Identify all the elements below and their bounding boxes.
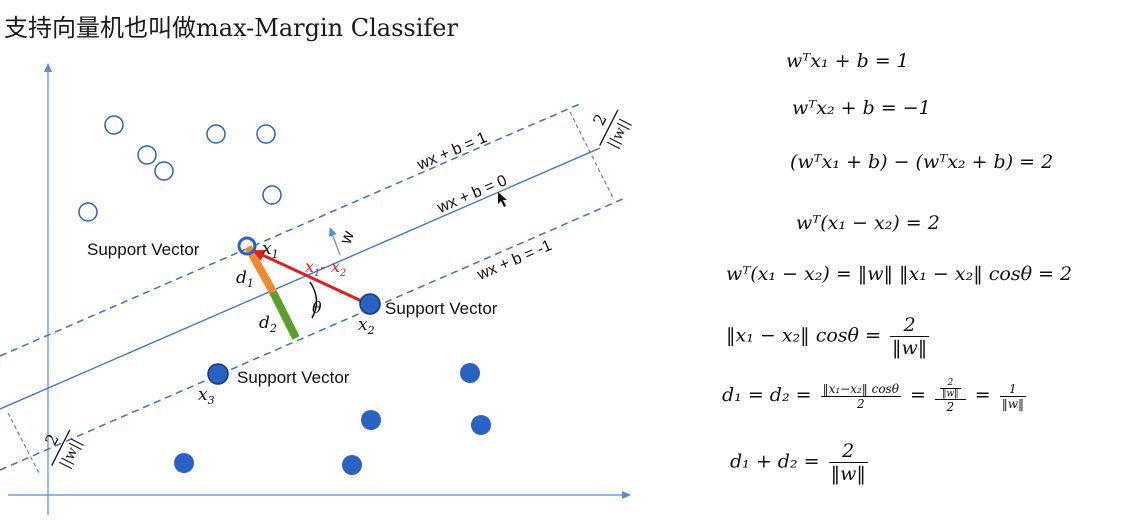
margin-num: 2 — [41, 431, 63, 449]
margin-label-left: 2 ||w|| — [41, 429, 85, 471]
w-normal-vector — [329, 227, 341, 256]
margin-line-upper — [0, 102, 583, 357]
support-vector-label-x1: Support Vector — [87, 240, 200, 259]
equation-7-f1-den: 2 — [820, 395, 901, 411]
positive-point — [154, 161, 174, 181]
equation-7-f3-num: 1 — [1009, 381, 1017, 396]
svm-diagram: wx + b = 1 wx + b = 0 wx + b = -1 w 2 ||… — [0, 63, 633, 515]
negative-point — [361, 410, 381, 430]
margin-indicator-right — [569, 111, 614, 199]
d2-segment — [269, 290, 300, 340]
equation-7: d₁ = d₂ = ‖x₁−x₂‖ cosθ 2 = 2 ‖w‖ 2 = 1 ‖… — [722, 378, 1026, 414]
margin-fraction-bar — [599, 109, 619, 146]
positive-point — [262, 185, 282, 205]
margin-indicator-left — [7, 412, 41, 476]
equation-6-left: ‖x₁ − x₂‖ cosθ = — [726, 324, 881, 347]
label-w: w — [336, 228, 359, 248]
positive-point — [78, 202, 98, 222]
equation-8-num: 2 — [842, 440, 855, 462]
equation-1: wᵀx₁ + b = 1 — [786, 50, 909, 72]
equation-8-den: ‖w‖ — [828, 462, 868, 485]
negative-point — [174, 453, 194, 473]
support-vector-label-x2: Support Vector — [385, 299, 498, 318]
label-d1: d1 — [236, 268, 254, 290]
label-upper-line: wx + b = 1 — [414, 129, 490, 174]
difference-vector — [252, 249, 369, 306]
equation-8-fraction: 2 ‖w‖ — [828, 440, 868, 485]
support-vector-x2 — [359, 293, 381, 315]
equation-7-f2-num: 2 ‖w‖ — [935, 378, 966, 399]
label-x1: x1 — [262, 239, 279, 261]
negative-point — [460, 363, 480, 383]
d1-segment — [244, 245, 277, 294]
positive-point — [137, 145, 157, 165]
equation-8-left: d₁ + d₂ = — [730, 450, 820, 473]
equation-5: wᵀ(x₁ − x₂) = ‖w‖ ‖x₁ − x₂‖ cosθ = 2 — [726, 263, 1073, 285]
equation-7-fraction-3: 1 ‖w‖ — [999, 381, 1026, 411]
label-x2: x2 — [358, 315, 375, 337]
label-lower-line: wx + b = -1 — [474, 237, 555, 284]
equation-6: ‖x₁ − x₂‖ cosθ = 2 ‖w‖ — [726, 314, 932, 359]
equation-8: d₁ + d₂ = 2 ‖w‖ — [730, 440, 871, 485]
cursor-icon — [498, 192, 507, 207]
negative-point — [471, 415, 491, 435]
label-diff: x1- x2 — [305, 257, 346, 279]
support-vector-label-x3: Support Vector — [237, 368, 350, 387]
margin-line-lower — [0, 197, 626, 471]
equation-7-f2-num-den: ‖w‖ — [939, 388, 961, 399]
page-title: 支持向量机也叫做max-Margin Classifer — [4, 14, 458, 42]
equation-7-f3-den: ‖w‖ — [999, 395, 1026, 411]
equation-4: wᵀ(x₁ − x₂) = 2 — [796, 212, 940, 234]
margin-fraction-bar — [51, 429, 71, 466]
equation-7-f2-den: 2 — [934, 399, 966, 414]
equation-7-fraction-1: ‖x₁−x₂‖ cosθ 2 — [820, 381, 901, 411]
equation-7-f1-num: ‖x₁−x₂‖ cosθ — [822, 381, 899, 396]
support-vector-x1 — [237, 236, 257, 256]
equation-7-f2-inner: 2 ‖w‖ — [939, 378, 961, 399]
equation-6-den: ‖w‖ — [889, 336, 930, 359]
theta-arc — [309, 281, 318, 319]
support-vector-x3 — [207, 363, 229, 385]
positive-samples — [78, 115, 282, 256]
equation-2: wᵀx₂ + b = −1 — [792, 97, 931, 119]
margin-label-right: 2 ||w|| — [589, 109, 633, 151]
equation-3: (wᵀx₁ + b) − (wᵀx₂ + b) = 2 — [790, 151, 1054, 173]
negative-point — [342, 455, 362, 475]
positive-point — [104, 115, 124, 135]
positive-point — [206, 124, 226, 144]
positive-point — [256, 124, 276, 144]
equation-6-num: 2 — [903, 314, 916, 336]
equation-7-fraction-2: 2 ‖w‖ 2 — [934, 378, 966, 414]
label-x3: x3 — [198, 385, 215, 407]
decision-boundary — [0, 147, 601, 410]
negative-samples — [174, 293, 491, 475]
equation-7-left: d₁ = d₂ = — [722, 384, 812, 406]
equation-7-f2-num-num: 2 — [947, 378, 954, 388]
label-d2: d2 — [259, 313, 277, 335]
margin-num: 2 — [589, 111, 611, 129]
equation-6-fraction: 2 ‖w‖ — [889, 314, 930, 359]
label-theta: θ — [312, 298, 322, 317]
